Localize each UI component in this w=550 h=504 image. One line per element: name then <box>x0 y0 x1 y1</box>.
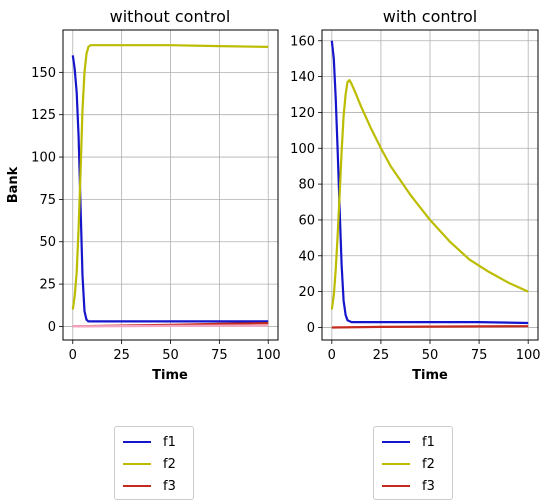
legend-label-f1: f1 <box>422 434 435 450</box>
series-group <box>71 44 269 328</box>
y-tick-label: 100 <box>31 151 56 166</box>
series-line-f2 <box>330 79 529 310</box>
x-tick-label: 25 <box>373 348 390 363</box>
axis-ticks: 0 25 50 75 100 0 20 40 60 80 100 120 140 160 <box>290 34 540 363</box>
y-axis-label: Bank <box>6 166 21 203</box>
y-tick-label: 140 <box>290 70 315 85</box>
y-tick-label: 125 <box>31 108 56 123</box>
x-tick-label: 75 <box>471 348 488 363</box>
series-line-f1 <box>330 40 529 325</box>
y-tick-label: 75 <box>39 193 56 208</box>
y-tick-label: 120 <box>290 106 315 121</box>
axis-ticks: 0 25 50 75 100 0 25 50 75 100 125 150 <box>31 66 280 363</box>
legend-item-f1: f1 <box>123 431 185 453</box>
y-tick-label: 60 <box>298 213 315 228</box>
y-tick-label: 160 <box>290 34 315 49</box>
x-tick-label: 50 <box>422 348 439 363</box>
chart-title: with control <box>383 7 478 26</box>
legend-swatch-f1 <box>123 441 151 443</box>
legend-swatch-f3 <box>382 485 410 487</box>
legend-swatch-f2 <box>123 463 151 465</box>
grid-lines <box>322 30 538 340</box>
y-tick-label: 0 <box>307 321 315 336</box>
chart-panel-without-control: 0 25 50 75 100 0 25 50 75 100 125 150 without contr… <box>6 7 281 383</box>
legend-right: f1 f2 f3 <box>373 426 453 500</box>
legend-item-f3: f3 <box>382 475 444 497</box>
legend-left: f1 f2 f3 <box>114 426 194 500</box>
legend-label-f3: f3 <box>422 478 435 494</box>
x-axis-label: Time <box>152 368 188 383</box>
legend-item-f3: f3 <box>123 475 185 497</box>
x-tick-label: 0 <box>328 348 336 363</box>
y-tick-label: 80 <box>298 178 315 193</box>
chart-panel-with-control: 0 25 50 75 100 0 20 40 60 80 100 120 140 160 with con… <box>290 7 540 383</box>
x-tick-label: 75 <box>211 348 228 363</box>
legend-item-f1: f1 <box>382 431 444 453</box>
y-tick-label: 150 <box>31 66 56 81</box>
legend-item-f2: f2 <box>382 453 444 475</box>
series-line-unlabeled <box>72 324 269 328</box>
series-line-f3 <box>331 325 529 329</box>
legend-swatch-f3 <box>123 485 151 487</box>
y-tick-label: 25 <box>39 278 56 293</box>
legend-label-f3: f3 <box>163 478 176 494</box>
y-tick-label: 100 <box>290 142 315 157</box>
legend-label-f2: f2 <box>422 456 435 472</box>
y-tick-label: 40 <box>298 249 315 264</box>
series-line-f1 <box>71 55 269 323</box>
x-tick-label: 25 <box>113 348 130 363</box>
legend-label-f2: f2 <box>163 456 176 472</box>
y-tick-label: 20 <box>298 285 315 300</box>
x-tick-label: 0 <box>69 348 77 363</box>
legend-item-f2: f2 <box>123 453 185 475</box>
legend-swatch-f1 <box>382 441 410 443</box>
series-group <box>330 40 529 329</box>
x-tick-label: 100 <box>256 348 281 363</box>
series-line-f2 <box>71 44 269 310</box>
grid-lines <box>63 30 278 340</box>
legend-label-f1: f1 <box>163 434 176 450</box>
chart-title: without control <box>110 7 231 26</box>
y-tick-label: 50 <box>39 235 56 250</box>
y-tick-label: 0 <box>48 320 56 335</box>
legend-swatch-f2 <box>382 463 410 465</box>
x-axis-label: Time <box>412 368 448 383</box>
x-tick-label: 50 <box>162 348 179 363</box>
x-tick-label: 100 <box>516 348 541 363</box>
